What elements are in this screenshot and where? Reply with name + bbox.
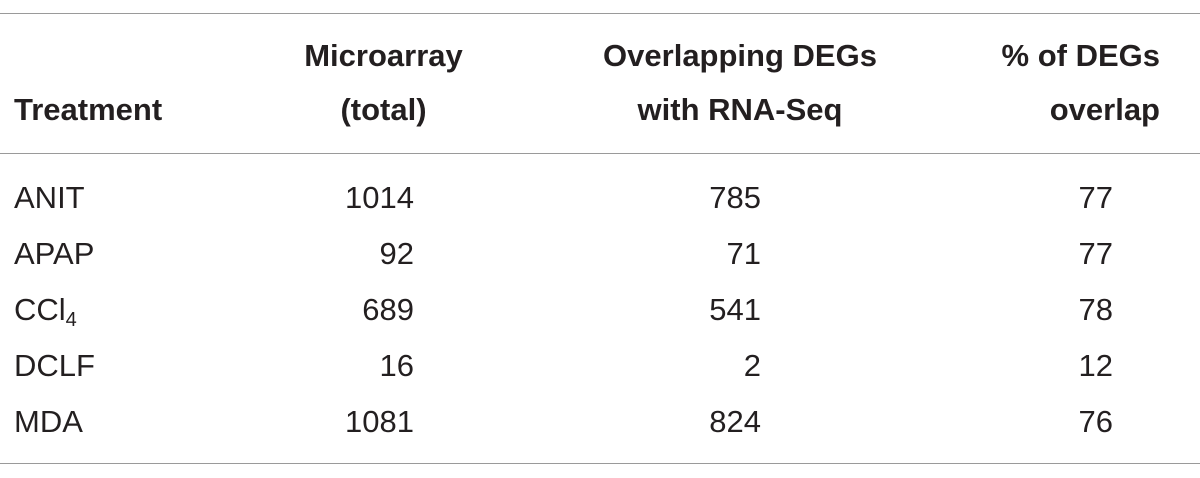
header-pct-line2: overlap (1049, 92, 1160, 127)
header-treatment: Treatment (14, 89, 162, 131)
header-microarray: Microarray (total) (297, 35, 470, 131)
cell-microarray: 689 (362, 292, 414, 327)
table-bottom-rule (0, 463, 1200, 464)
cell-microarray: 1081 (345, 404, 414, 439)
cell-microarray: 16 (379, 348, 414, 383)
cell-treatment: CCl4 (14, 292, 77, 331)
cell-overlapping: 785 (709, 180, 761, 215)
cell-overlapping: 2 (743, 348, 761, 383)
header-overlapping-line1: Overlapping DEGs (603, 38, 877, 73)
header-overlapping-line2: with RNA-Seq (637, 92, 843, 127)
header-overlapping: Overlapping DEGs with RNA-Seq (594, 35, 886, 131)
cell-pct: 12 (1078, 348, 1113, 383)
cell-pct: 76 (1078, 404, 1113, 439)
cell-pct: 78 (1078, 292, 1113, 327)
cell-treatment: APAP (14, 236, 95, 271)
header-rule (0, 153, 1200, 154)
cell-microarray: 92 (379, 236, 414, 271)
table-top-rule (0, 13, 1200, 14)
cell-overlapping: 824 (709, 404, 761, 439)
header-treatment-text: Treatment (14, 92, 163, 127)
header-microarray-line1: Microarray (304, 38, 463, 73)
cell-overlapping: 71 (726, 236, 761, 271)
header-pct-line1: % of DEGs (1001, 38, 1160, 73)
cell-pct: 77 (1078, 180, 1113, 215)
cell-treatment: DCLF (14, 348, 95, 383)
cell-overlapping: 541 (709, 292, 761, 327)
cell-treatment: MDA (14, 404, 83, 439)
cell-pct: 77 (1078, 236, 1113, 271)
header-pct-overlap: % of DEGs overlap (980, 35, 1160, 131)
header-microarray-line2: (total) (340, 92, 427, 127)
cell-microarray: 1014 (345, 180, 414, 215)
cell-treatment: ANIT (14, 180, 85, 215)
